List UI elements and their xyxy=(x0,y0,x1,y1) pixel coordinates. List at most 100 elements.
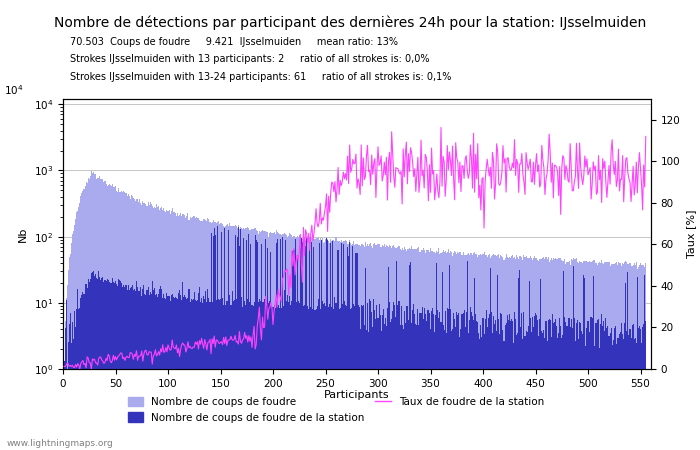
Bar xyxy=(303,306,304,450)
Bar xyxy=(461,314,463,450)
Bar xyxy=(362,306,363,450)
Bar xyxy=(302,239,303,450)
Bar xyxy=(507,257,508,450)
Bar xyxy=(388,247,389,450)
Bar xyxy=(579,322,580,450)
Bar xyxy=(188,289,190,450)
Bar xyxy=(330,239,331,450)
Bar xyxy=(575,341,576,450)
Bar xyxy=(381,331,382,450)
Bar xyxy=(172,208,173,450)
Bar xyxy=(414,314,415,450)
Bar xyxy=(473,252,474,450)
Bar xyxy=(599,261,600,450)
Bar xyxy=(225,305,226,450)
Bar xyxy=(130,288,131,450)
Bar xyxy=(312,238,314,450)
Bar xyxy=(480,325,482,450)
Bar xyxy=(604,331,606,450)
Bar xyxy=(620,263,621,450)
Bar xyxy=(285,234,286,450)
Bar xyxy=(636,262,637,450)
Bar xyxy=(339,242,340,450)
Bar xyxy=(591,262,592,450)
Bar xyxy=(470,307,471,450)
Bar xyxy=(148,205,150,450)
Bar xyxy=(382,245,383,450)
Bar xyxy=(144,203,146,450)
Bar xyxy=(402,250,404,450)
Bar xyxy=(596,323,597,450)
Bar xyxy=(342,242,343,450)
Bar xyxy=(415,324,416,450)
Bar xyxy=(533,258,534,450)
Bar xyxy=(351,308,352,450)
Bar xyxy=(193,216,194,450)
Bar xyxy=(195,300,196,450)
Bar xyxy=(264,231,265,450)
Bar xyxy=(553,323,554,450)
Bar xyxy=(398,247,400,450)
Bar xyxy=(360,244,362,450)
Bar xyxy=(469,320,470,450)
Bar xyxy=(408,248,409,450)
Bar xyxy=(295,302,297,450)
Bar xyxy=(455,252,456,450)
Bar xyxy=(298,237,299,450)
Bar xyxy=(379,315,381,450)
Bar xyxy=(528,281,530,450)
Bar xyxy=(123,285,125,450)
Bar xyxy=(286,301,287,450)
Bar xyxy=(117,192,118,450)
Bar xyxy=(364,247,365,450)
Bar xyxy=(70,254,71,450)
Bar xyxy=(537,320,538,450)
Bar xyxy=(535,258,536,450)
Bar xyxy=(276,239,278,450)
Bar xyxy=(365,243,366,450)
Bar xyxy=(409,265,410,450)
Bar xyxy=(106,279,108,450)
Bar xyxy=(511,256,512,450)
Bar xyxy=(471,253,472,450)
Bar xyxy=(458,253,459,450)
Bar xyxy=(432,251,433,450)
Bar xyxy=(79,308,81,450)
Bar xyxy=(543,330,545,450)
Bar xyxy=(612,264,614,450)
Bar xyxy=(412,249,413,450)
Bar xyxy=(509,314,510,450)
Bar xyxy=(226,225,228,450)
Bar xyxy=(424,250,425,450)
Bar xyxy=(367,303,368,450)
Bar xyxy=(555,319,556,450)
Bar xyxy=(323,243,324,450)
Bar xyxy=(130,198,131,450)
Bar xyxy=(493,316,494,450)
Bar xyxy=(482,318,484,450)
Bar xyxy=(370,301,371,450)
Bar xyxy=(115,281,116,450)
Bar xyxy=(150,294,152,450)
Bar xyxy=(436,263,438,450)
Bar xyxy=(270,233,272,450)
Bar xyxy=(272,233,274,450)
Bar xyxy=(232,226,234,450)
Bar xyxy=(95,274,96,450)
Bar xyxy=(289,296,290,450)
Bar xyxy=(172,294,173,450)
Bar xyxy=(547,320,549,450)
Bar xyxy=(522,339,524,450)
Bar xyxy=(179,290,180,450)
Bar xyxy=(558,258,559,450)
Bar xyxy=(370,243,371,450)
Bar xyxy=(112,278,113,450)
Bar xyxy=(406,251,407,450)
Bar xyxy=(490,258,491,450)
Bar xyxy=(543,256,545,450)
Bar xyxy=(93,271,94,450)
Bar xyxy=(467,261,468,450)
Bar xyxy=(369,243,370,450)
Bar xyxy=(343,241,344,450)
Bar xyxy=(262,302,263,450)
